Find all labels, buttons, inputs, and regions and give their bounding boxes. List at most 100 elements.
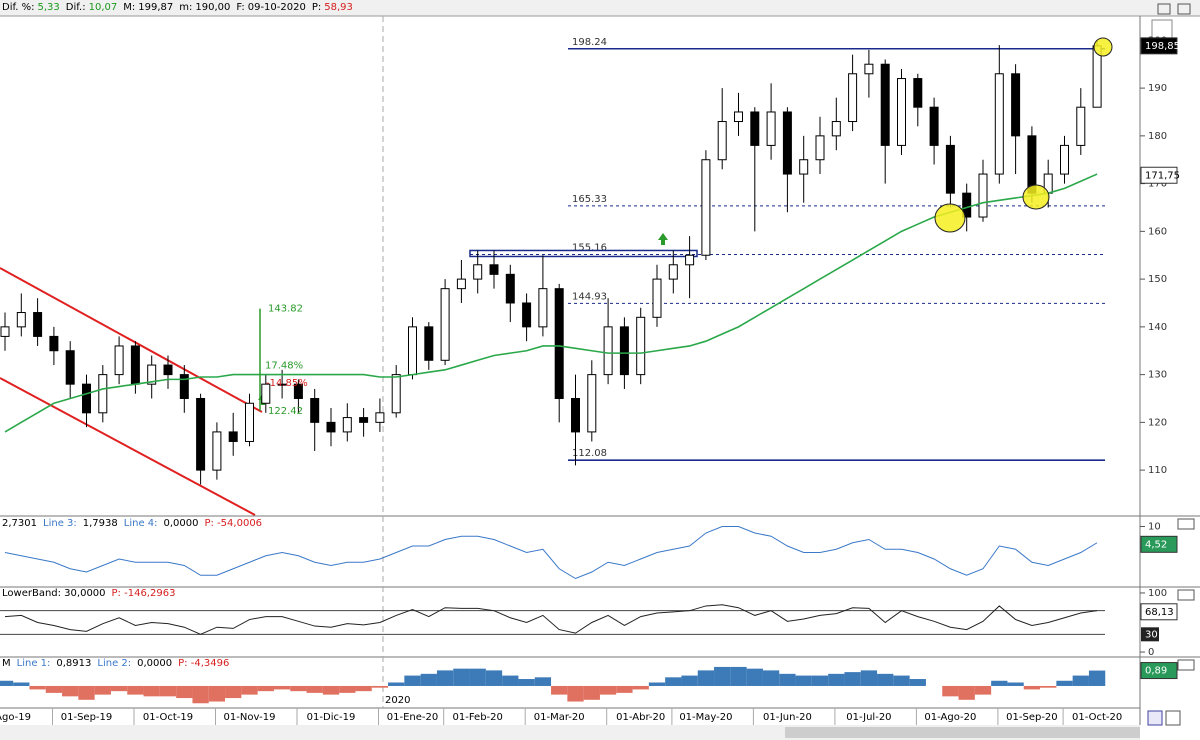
last-value-box [1140,535,1178,553]
candle-body [685,254,695,266]
y-tick-label: 150 [1148,274,1167,285]
level-label: 198.24 [572,37,607,48]
status-value: 09-10-2020 [247,2,306,13]
area-bar [518,679,535,686]
header-item: M [2,658,11,669]
panel-header: M Line 1: 0,8913 Line 2: 0,0000 P: -4,3496 [2,658,235,669]
x-tick-label: 01-May-20 [679,712,732,723]
area-bar [714,666,731,686]
y-tick-label: 110 [1148,465,1167,476]
candle-body [913,78,923,108]
area-bar [355,685,372,692]
status-text: Dif. %: 5,33 Dif.: 10,07 M: 199,87 m: 190,00 F: 0… [2,2,359,13]
print-button[interactable] [1165,710,1181,726]
area-bar [795,675,812,686]
candle-body [799,159,809,175]
y-tick-label: 190 [1148,83,1167,94]
last-value: 4,52 [1145,539,1167,550]
candle-body [261,383,271,404]
candle-body [326,421,336,433]
area-bar [974,685,992,695]
area-bar [844,672,861,686]
header-item: 1,7938 [82,518,118,529]
area-bar [94,685,111,695]
panel-close[interactable] [1177,589,1195,601]
candle-body [848,73,858,123]
scroll-thumb[interactable] [785,727,1140,738]
year-label: 2020 [385,695,410,706]
x-tick-label: 01-Abr-20 [616,712,665,723]
candle-body [277,383,287,386]
band-box [1141,627,1159,642]
status-label: F: [236,2,245,13]
area-bar [29,685,46,690]
status-label: P: [311,2,322,13]
header-item: Line 3: [43,518,77,529]
status-value: 10,07 [88,2,118,13]
candle-body [293,383,303,399]
area-bar [648,682,666,686]
candle-body [571,397,580,433]
candle-body [897,78,906,146]
candle-body [98,374,108,414]
panel-close[interactable] [1177,518,1195,530]
candle-body [456,278,466,290]
header-item: 2,7301 [2,518,37,529]
area-bar [143,685,160,697]
x-tick-label: 01-Sep-19 [61,712,113,723]
toolbar-icon[interactable] [1157,3,1171,15]
x-tick-label: 01-Oct-19 [143,712,193,723]
candle-body [734,111,743,123]
last-value-box [1140,603,1178,621]
candle-body [587,374,597,433]
moving-average [4,173,1098,433]
level-box [469,249,698,258]
candle-body [114,345,124,376]
area-bar [322,685,340,695]
status-value: 199,87 [138,2,174,13]
candle-body [489,264,499,275]
area-bar [453,668,470,686]
status-bar [0,0,1200,16]
candle-body [945,144,955,194]
candle-body [554,288,564,399]
status-value: 5,33 [37,2,60,13]
area-bar [1072,675,1089,686]
candle-body [994,73,1004,175]
header-item: P: -4,3496 [178,658,230,669]
panel-close[interactable] [1177,659,1195,671]
x-tick-label: 01-Jul-20 [846,712,891,723]
y-tick-label: 130 [1148,370,1167,381]
channel-line [0,377,256,516]
status-value: 58,93 [324,2,353,13]
candle-body [538,288,548,328]
level-label: 144.93 [572,291,607,302]
candle-body [147,364,157,385]
area-bar [551,685,568,695]
x-tick-label: 01-Ago-19 [0,712,31,723]
area-bar [893,675,910,686]
area-bar [1007,682,1024,686]
area-bar [632,685,649,690]
candle-body [636,316,646,376]
candle-body [0,326,10,337]
indicator-line [4,526,1098,580]
candle-body [196,397,206,471]
area-bar [697,670,715,686]
header-item: Line 4: [123,518,158,529]
panel-header: LowerBand: 30,0000 P: -146,2963 [2,588,181,599]
area-bar [958,685,975,700]
save-button[interactable] [1147,710,1163,726]
up-arrow [658,233,668,245]
y-tick-label: 120 [1148,417,1167,428]
header-item: 0,0000 [137,658,173,669]
candle-body [82,383,91,414]
toolbar-icon[interactable] [1177,3,1191,15]
candle-body [440,288,450,361]
area-bar [877,673,894,686]
candle-body [505,273,515,304]
last-price-box [1140,37,1178,55]
candle-body [310,397,320,423]
x-tick-label: 01-Dic-19 [307,712,356,723]
